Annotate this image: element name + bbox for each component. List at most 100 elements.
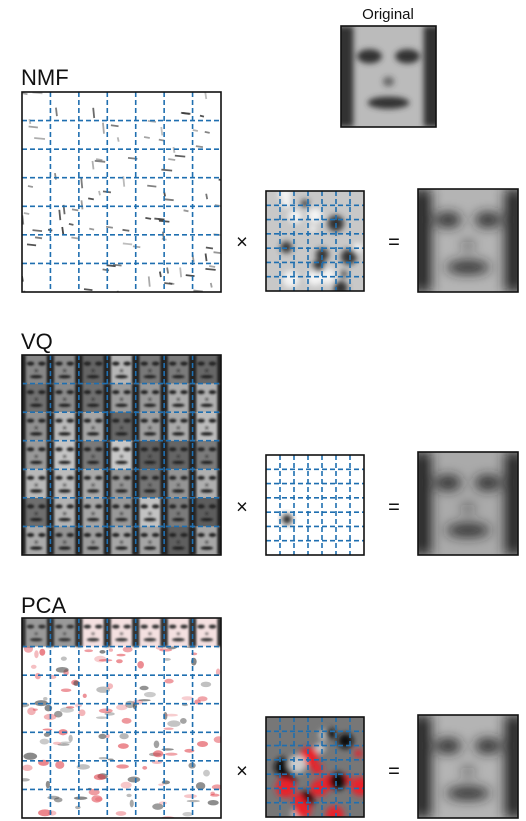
face-side [418,715,431,818]
basis-blob [153,740,160,749]
face-side [191,526,197,555]
mouth [200,403,214,407]
face-features [418,715,518,818]
mouth [200,546,214,550]
nose [91,540,95,544]
face-side [134,355,140,384]
coef-blob [288,755,307,774]
face-features [191,440,221,470]
basis-stroke [106,264,116,268]
eye [112,504,120,509]
eye [123,475,131,480]
coef-blob [307,208,323,223]
eye [26,475,35,480]
mouth [29,460,43,465]
basis-stroke [122,176,126,187]
face-side [134,618,140,647]
basis-blob [68,734,73,743]
face-bg [50,440,79,470]
eye [208,624,217,629]
frame [340,25,437,128]
eye [123,504,131,509]
face-bg [135,618,165,647]
nose [205,540,209,544]
basis-stroke [71,208,79,212]
face-side [134,469,140,498]
coef-blob [288,209,302,224]
basis-stroke [28,125,38,129]
face-side [77,355,83,384]
basis-blob [121,717,132,724]
eye [208,418,217,423]
mouth [143,489,157,493]
eye [168,418,177,423]
times-sign: × [236,231,248,253]
nose [91,397,95,401]
frame [417,188,519,293]
basis-blob [213,736,221,744]
eye [357,49,382,64]
basis-blob [60,688,72,692]
basis-blob [43,696,48,701]
mouth [143,517,157,522]
basis-stroke [192,129,199,132]
basis-blob [106,683,114,690]
basis-stroke [213,251,221,255]
coef-blob [324,728,336,740]
eye [112,390,120,395]
nose [119,512,124,515]
basis-blob [210,791,215,796]
face-bg [192,469,221,498]
mouth [143,403,157,407]
eye [38,624,46,629]
eye [168,390,177,395]
eye [123,447,131,452]
method-label: NMF [21,65,69,90]
nose [205,455,209,458]
equals-sign: = [388,496,400,518]
nose [205,397,209,401]
basis-blob [60,656,67,661]
basis-blob [116,653,126,657]
eye [140,361,148,366]
face-bg [164,618,193,647]
basis-blob [55,666,69,673]
nose [62,483,67,487]
face-side [191,412,197,441]
nose [176,455,181,458]
face-side [191,440,197,470]
eye [66,418,75,423]
basis-stroke [183,209,189,213]
eye [83,624,92,629]
mouth [115,546,128,550]
coef-blob [278,191,292,200]
clip-group [418,715,518,818]
basis-bg [22,92,221,292]
nose [205,426,209,430]
mouth [172,403,185,407]
face-side [191,618,197,647]
basis-blob [45,780,50,789]
face-bg [107,526,136,555]
eye [26,447,35,452]
face-bg [164,526,193,555]
basis-blob [104,712,115,716]
basis-stroke [27,185,34,188]
nose [34,426,38,430]
face-bg [78,469,108,498]
eye [151,418,160,423]
eye [197,624,205,629]
eye [208,447,217,452]
basis-stroke [116,137,120,142]
basis-stroke [122,228,130,232]
basis-blob [119,733,129,740]
basis-stroke [122,242,133,246]
mouth [115,638,128,642]
mouth [143,460,157,465]
mouth [143,546,157,550]
face-side [191,383,197,413]
basis-blob [197,696,208,702]
eye [168,361,177,366]
coef-blob [319,268,336,285]
